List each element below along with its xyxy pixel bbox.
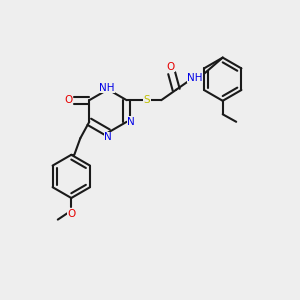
Text: NH: NH [187, 73, 202, 83]
Text: O: O [64, 95, 72, 105]
Text: O: O [67, 208, 75, 219]
Text: O: O [166, 61, 174, 72]
Text: S: S [143, 95, 150, 105]
Text: N: N [127, 117, 135, 127]
Text: N: N [104, 132, 112, 142]
Text: NH: NH [99, 83, 114, 93]
